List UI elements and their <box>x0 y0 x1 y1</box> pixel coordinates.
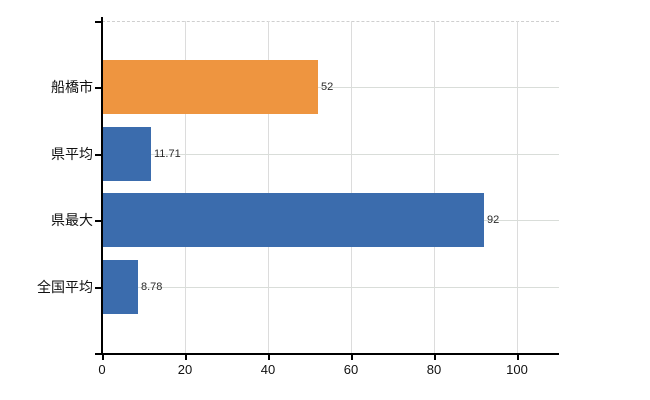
y-axis-category-label: 全国平均 <box>37 279 93 295</box>
bar-4 <box>102 260 138 314</box>
x-axis-tick <box>434 354 436 360</box>
y-axis-tick <box>95 220 101 222</box>
bar-value-label: 92 <box>487 214 500 226</box>
bar-3 <box>102 193 484 247</box>
x-axis-tick <box>517 354 519 360</box>
plot-top-border <box>102 21 559 22</box>
bar-value-label: 8.78 <box>141 281 163 293</box>
y-axis-line <box>101 17 103 353</box>
y-axis-tick <box>95 287 101 289</box>
bar-value-label: 52 <box>321 81 334 93</box>
vertical-gridline <box>517 21 518 353</box>
y-axis-tick <box>95 353 101 355</box>
x-axis-tick-label: 0 <box>98 362 106 377</box>
vertical-gridline <box>185 21 186 353</box>
x-axis-tick-label: 40 <box>260 362 276 377</box>
x-axis-tick-label: 80 <box>426 362 442 377</box>
bar-value-label: 11.71 <box>154 148 181 160</box>
y-axis-tick <box>95 87 101 89</box>
x-axis-tick <box>268 354 270 360</box>
horizontal-gridline <box>102 287 559 288</box>
horizontal-gridline <box>102 154 559 155</box>
x-axis-tick <box>351 354 353 360</box>
y-axis-category-label: 県最大 <box>51 212 93 228</box>
horizontal-gridline <box>102 87 559 88</box>
x-axis-tick-label: 20 <box>177 362 193 377</box>
x-axis-tick-label: 100 <box>506 362 528 377</box>
x-axis-tick <box>102 354 104 360</box>
vertical-gridline <box>434 21 435 353</box>
bar-1 <box>102 60 318 114</box>
y-axis-category-label: 県平均 <box>51 146 93 162</box>
bar-2 <box>102 127 151 181</box>
vertical-gridline <box>351 21 352 353</box>
x-axis-tick-label: 60 <box>343 362 359 377</box>
vertical-gridline <box>268 21 269 353</box>
x-axis-tick <box>185 354 187 360</box>
y-axis-category-label: 船橋市 <box>51 79 93 95</box>
y-axis-tick <box>95 21 101 23</box>
y-axis-tick <box>95 154 101 156</box>
x-axis-line <box>101 353 559 355</box>
